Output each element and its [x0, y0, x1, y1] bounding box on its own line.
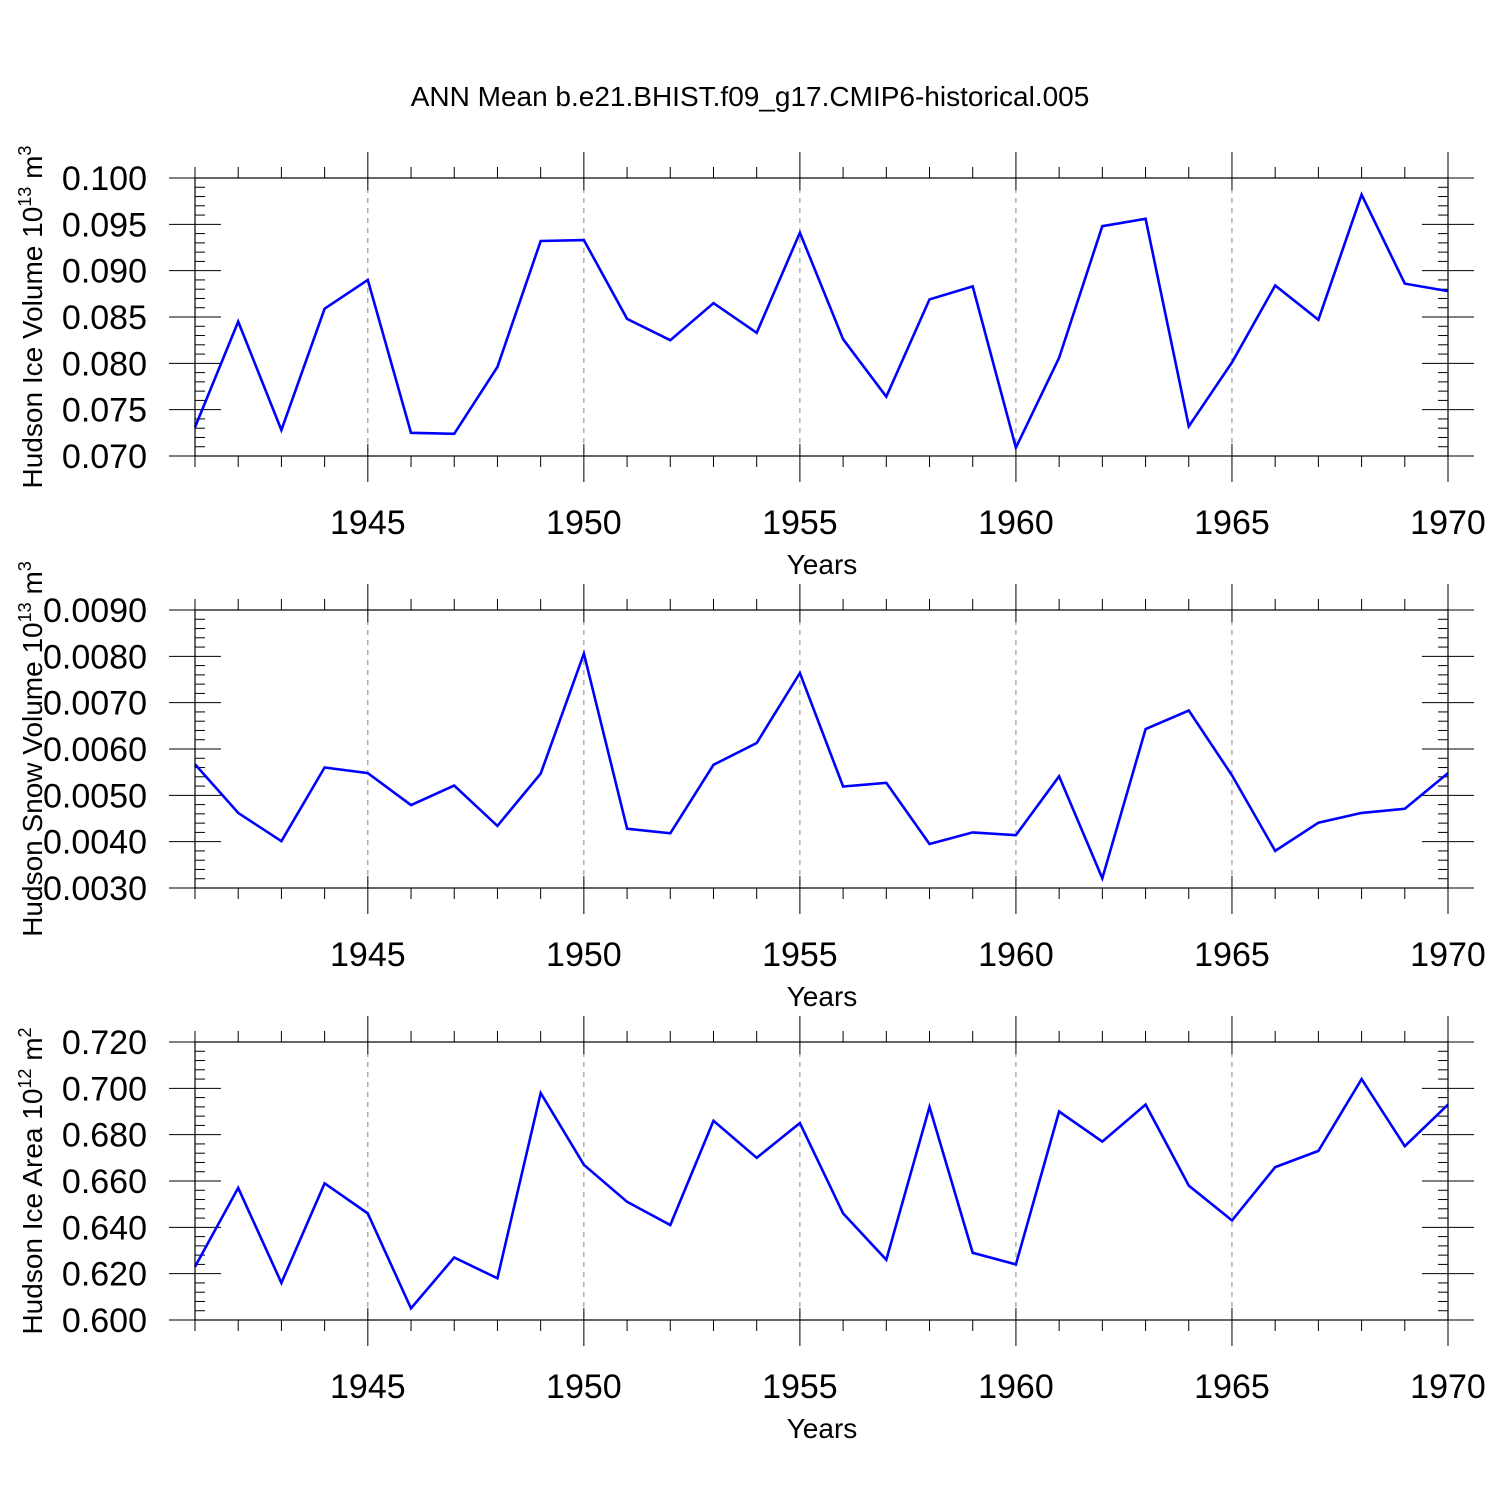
x-axis-title: Years — [787, 1413, 858, 1444]
y-axis-text: m — [17, 1037, 48, 1068]
y-tick-label: 0.0040 — [43, 824, 147, 862]
y-tick-label: 0.075 — [62, 392, 147, 430]
x-tick-label: 1960 — [978, 1368, 1054, 1406]
y-axis-exponent: 13 — [15, 602, 35, 622]
y-tick-label: 0.080 — [62, 345, 147, 383]
x-tick-label: 1945 — [330, 504, 406, 542]
y-axis-text: Hudson Ice Area 10 — [17, 1089, 48, 1335]
x-tick-label: 1965 — [1194, 936, 1270, 974]
x-tick-label: 1965 — [1194, 504, 1270, 542]
x-tick-label: 1950 — [546, 936, 622, 974]
x-tick-label: 1955 — [762, 504, 838, 542]
x-tick-label: 1945 — [330, 936, 406, 974]
x-tick-label: 1965 — [1194, 1368, 1270, 1406]
plot-border — [194, 177, 1449, 457]
x-tick-label: 1970 — [1410, 504, 1486, 542]
y-axis-text: Hudson Snow Volume 10 — [17, 622, 48, 936]
y-axis-exponent: 3 — [15, 561, 35, 571]
x-tick-label: 1950 — [546, 1368, 622, 1406]
x-tick-label: 1960 — [978, 504, 1054, 542]
series-line-snow-volume — [194, 649, 1449, 883]
series-line-ice-area — [193, 1076, 1449, 1311]
y-axis-exponent: 12 — [15, 1069, 35, 1089]
y-tick-label: 0.090 — [62, 253, 147, 291]
y-tick-label: 0.640 — [62, 1209, 147, 1247]
y-axis-exponent: 2 — [15, 1027, 35, 1037]
y-tick-label: 0.600 — [62, 1302, 147, 1340]
y-tick-label: 0.620 — [62, 1256, 147, 1294]
y-tick-label: 0.0070 — [43, 685, 147, 723]
y-tick-label: 0.0080 — [43, 638, 147, 676]
plot-border — [194, 1041, 1449, 1321]
y-axis-title: Hudson Snow Volume 1013 m3 — [15, 561, 48, 937]
y-tick-label: 0.070 — [62, 438, 147, 476]
series-line-ice-volume — [193, 191, 1449, 452]
y-tick-label: 0.680 — [62, 1117, 147, 1155]
panel-snow-volume: 0.0030 0.0040 0.0050 0.0060 0.0070 0.0080 0.00… — [15, 561, 1486, 1012]
x-axis-title: Years — [787, 549, 858, 580]
y-tick-label: 0.0090 — [43, 592, 147, 630]
x-tick-label: 1955 — [762, 1368, 838, 1406]
y-axis-title: Hudson Ice Area 1012 m2 — [15, 1027, 48, 1334]
y-tick-label: 0.085 — [62, 299, 147, 337]
y-tick-label: 0.700 — [62, 1070, 147, 1108]
y-axis-text: m — [17, 571, 48, 602]
y-tick-label: 0.0060 — [43, 731, 147, 769]
chart-title: ANN Mean b.e21.BHIST.f09_g17.CMIP6-histo… — [411, 81, 1090, 112]
x-tick-label: 1955 — [762, 936, 838, 974]
plot-border — [194, 609, 1449, 889]
x-tick-label: 1960 — [978, 936, 1054, 974]
y-axis-text: m — [17, 156, 48, 187]
y-axis-title: Hudson Ice Volume 1013 m3 — [15, 146, 48, 489]
x-axis-title: Years — [787, 981, 858, 1012]
y-tick-label: 0.0050 — [43, 777, 147, 815]
y-tick-label: 0.720 — [62, 1024, 147, 1062]
y-tick-label: 0.0030 — [43, 870, 147, 908]
x-tick-label: 1945 — [330, 1368, 406, 1406]
y-axis-exponent: 13 — [15, 187, 35, 207]
panels: 0.070 0.075 0.080 0.085 0.090 0.095 0.100 1945 1… — [15, 146, 1486, 1444]
y-axis-exponent: 3 — [15, 146, 35, 156]
panel-ice-area: 0.600 0.620 0.640 0.660 0.680 0.700 0.720 1945 1… — [15, 1016, 1486, 1444]
x-tick-label: 1970 — [1410, 936, 1486, 974]
y-axis-text: Hudson Ice Volume 10 — [17, 207, 48, 489]
panel-ice-volume: 0.070 0.075 0.080 0.085 0.090 0.095 0.100 1945 1… — [15, 146, 1486, 580]
x-tick-label: 1970 — [1410, 1368, 1486, 1406]
x-tick-label: 1950 — [546, 504, 622, 542]
y-tick-label: 0.095 — [62, 206, 147, 244]
y-tick-label: 0.660 — [62, 1163, 147, 1201]
y-tick-label: 0.100 — [62, 160, 147, 198]
